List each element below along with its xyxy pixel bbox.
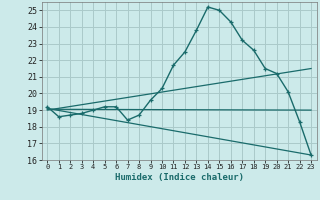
X-axis label: Humidex (Indice chaleur): Humidex (Indice chaleur) (115, 173, 244, 182)
